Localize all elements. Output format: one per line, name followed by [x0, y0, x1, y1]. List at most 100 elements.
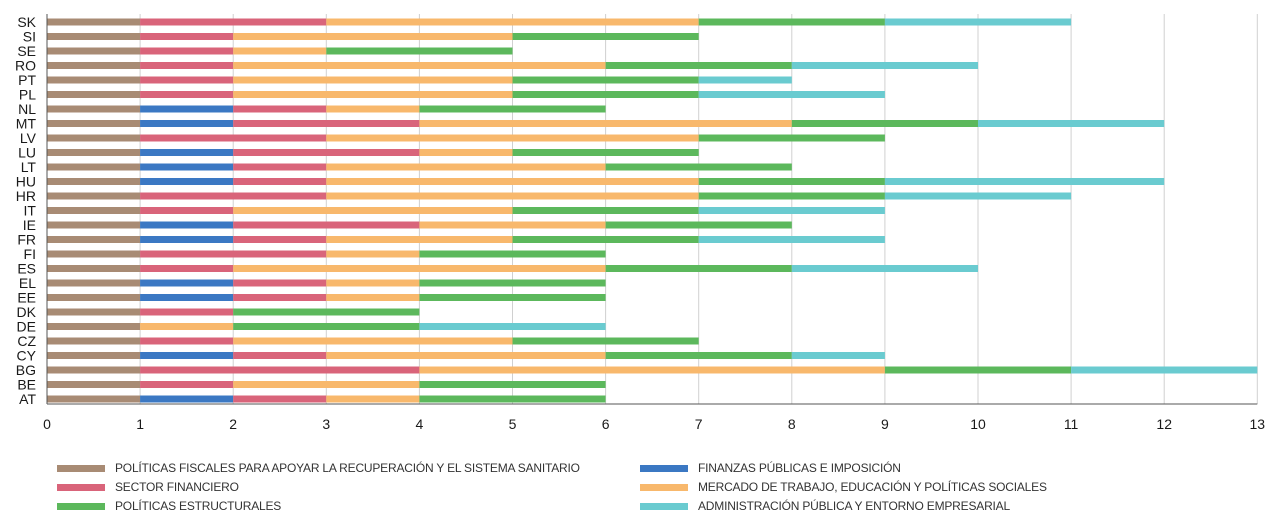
bar-segment — [791, 265, 978, 272]
bar-segment — [233, 323, 420, 330]
y-tick-label: SE — [17, 43, 36, 59]
bar-segment — [140, 18, 327, 26]
bar-segment — [47, 337, 141, 345]
x-tick-label: 1 — [136, 416, 144, 432]
y-tick-label: RO — [15, 58, 36, 74]
bar-segment — [326, 18, 699, 26]
bar-segment — [233, 62, 606, 69]
bar-segment — [233, 279, 327, 287]
bar-segment — [326, 105, 420, 113]
bar-segment — [419, 323, 606, 330]
bar-segment — [233, 221, 420, 229]
bar-segment — [47, 62, 141, 69]
legend-swatch — [57, 464, 105, 472]
bar-segment — [326, 352, 606, 359]
bar-segment — [698, 134, 885, 142]
y-tick-label: EE — [17, 290, 36, 306]
bar-segment — [512, 91, 699, 98]
y-tick-label: BE — [17, 377, 36, 393]
bar-segment — [419, 395, 606, 403]
bar-segment — [233, 105, 327, 113]
legend-label: POLÍTICAS ESTRUCTURALES — [115, 499, 282, 513]
bar-segment — [978, 120, 1165, 127]
x-tick-label: 5 — [509, 416, 517, 432]
bar-segment — [233, 149, 420, 156]
bar-segment — [419, 120, 792, 127]
bar-segment — [47, 366, 141, 374]
bar-segment — [233, 352, 327, 359]
bar-segment — [140, 178, 234, 185]
legend-item: MERCADO DE TRABAJO, EDUCACIÓN Y POLÍTICA… — [640, 479, 1047, 495]
legend-item: ADMINISTRACIÓN PÚBLICA Y ENTORNO EMPRESA… — [640, 498, 1010, 514]
bar-segment — [605, 163, 792, 171]
bar-segment — [47, 33, 141, 40]
bar-segment — [47, 395, 141, 403]
y-tick-label: IE — [23, 217, 36, 233]
bar-segment — [47, 308, 141, 316]
bar-segment — [512, 236, 699, 243]
x-tick-label: 2 — [229, 416, 237, 432]
bar-segment — [605, 221, 792, 229]
bar-segment — [47, 207, 141, 214]
bar-segment — [140, 294, 234, 301]
y-tick-label: MT — [16, 116, 37, 132]
bar-segment — [140, 91, 234, 98]
y-tick-label: BG — [16, 362, 36, 378]
bar-segment — [326, 47, 513, 55]
bar-segment — [47, 120, 141, 127]
y-tick-label: IT — [24, 203, 37, 219]
x-tick-label: 0 — [43, 416, 51, 432]
bar-segment — [47, 221, 141, 229]
y-tick-label: FR — [17, 232, 36, 248]
bar-segment — [233, 381, 420, 388]
bar-segment — [419, 366, 885, 374]
bar-segment — [47, 149, 141, 156]
x-tick-label: 8 — [788, 416, 796, 432]
y-tick-label: LV — [20, 130, 37, 146]
x-tick-label: 10 — [970, 416, 986, 432]
legend-label: MERCADO DE TRABAJO, EDUCACIÓN Y POLÍTICA… — [698, 480, 1047, 494]
y-tick-label: CY — [17, 348, 37, 364]
legend-swatch — [57, 483, 105, 491]
bar-segment — [605, 62, 792, 69]
bar-segment — [47, 352, 141, 359]
bar-segment — [605, 352, 792, 359]
bar-segment — [326, 236, 513, 243]
bar-segment — [791, 62, 978, 69]
stacked-bar-chart: SKSISEROPTPLNLMTLVLULTHUHRITIEFRFIESELEE… — [15, 14, 1265, 432]
legend-label: POLÍTICAS FISCALES PARA APOYAR LA RECUPE… — [115, 461, 580, 475]
bar-segment — [47, 91, 141, 98]
y-tick-label: DE — [17, 319, 36, 335]
bar-segment — [140, 192, 327, 200]
bar-segment — [326, 395, 420, 403]
bar-segment — [233, 120, 420, 127]
bar-segment — [884, 366, 1072, 374]
bar-segment — [140, 250, 327, 258]
bar-segment — [140, 352, 234, 359]
x-tick-label: 9 — [881, 416, 889, 432]
bar-segment — [47, 279, 141, 287]
x-tick-label: 12 — [1156, 416, 1172, 432]
y-tick-label: SI — [23, 29, 36, 45]
bar-segment — [47, 76, 141, 84]
bar-segment — [140, 265, 234, 272]
bar-segment — [698, 178, 885, 185]
bar-segment — [512, 76, 699, 84]
bar-segment — [512, 207, 699, 214]
bar-segment — [140, 33, 234, 40]
bar-segment — [140, 337, 234, 345]
bar-segment — [140, 134, 327, 142]
bar-segment — [233, 91, 513, 98]
bar-segment — [47, 47, 141, 55]
bar-segment — [140, 105, 234, 113]
bar-segment — [47, 178, 141, 185]
y-tick-label: PT — [18, 72, 36, 88]
x-tick-label: 3 — [322, 416, 330, 432]
bar-segment — [884, 178, 1165, 185]
bar-segment — [1071, 366, 1258, 374]
x-tick-label: 11 — [1064, 416, 1079, 432]
bar-segment — [233, 265, 606, 272]
bar-segment — [140, 207, 234, 214]
bar-segment — [326, 134, 699, 142]
bar-segment — [47, 236, 141, 243]
